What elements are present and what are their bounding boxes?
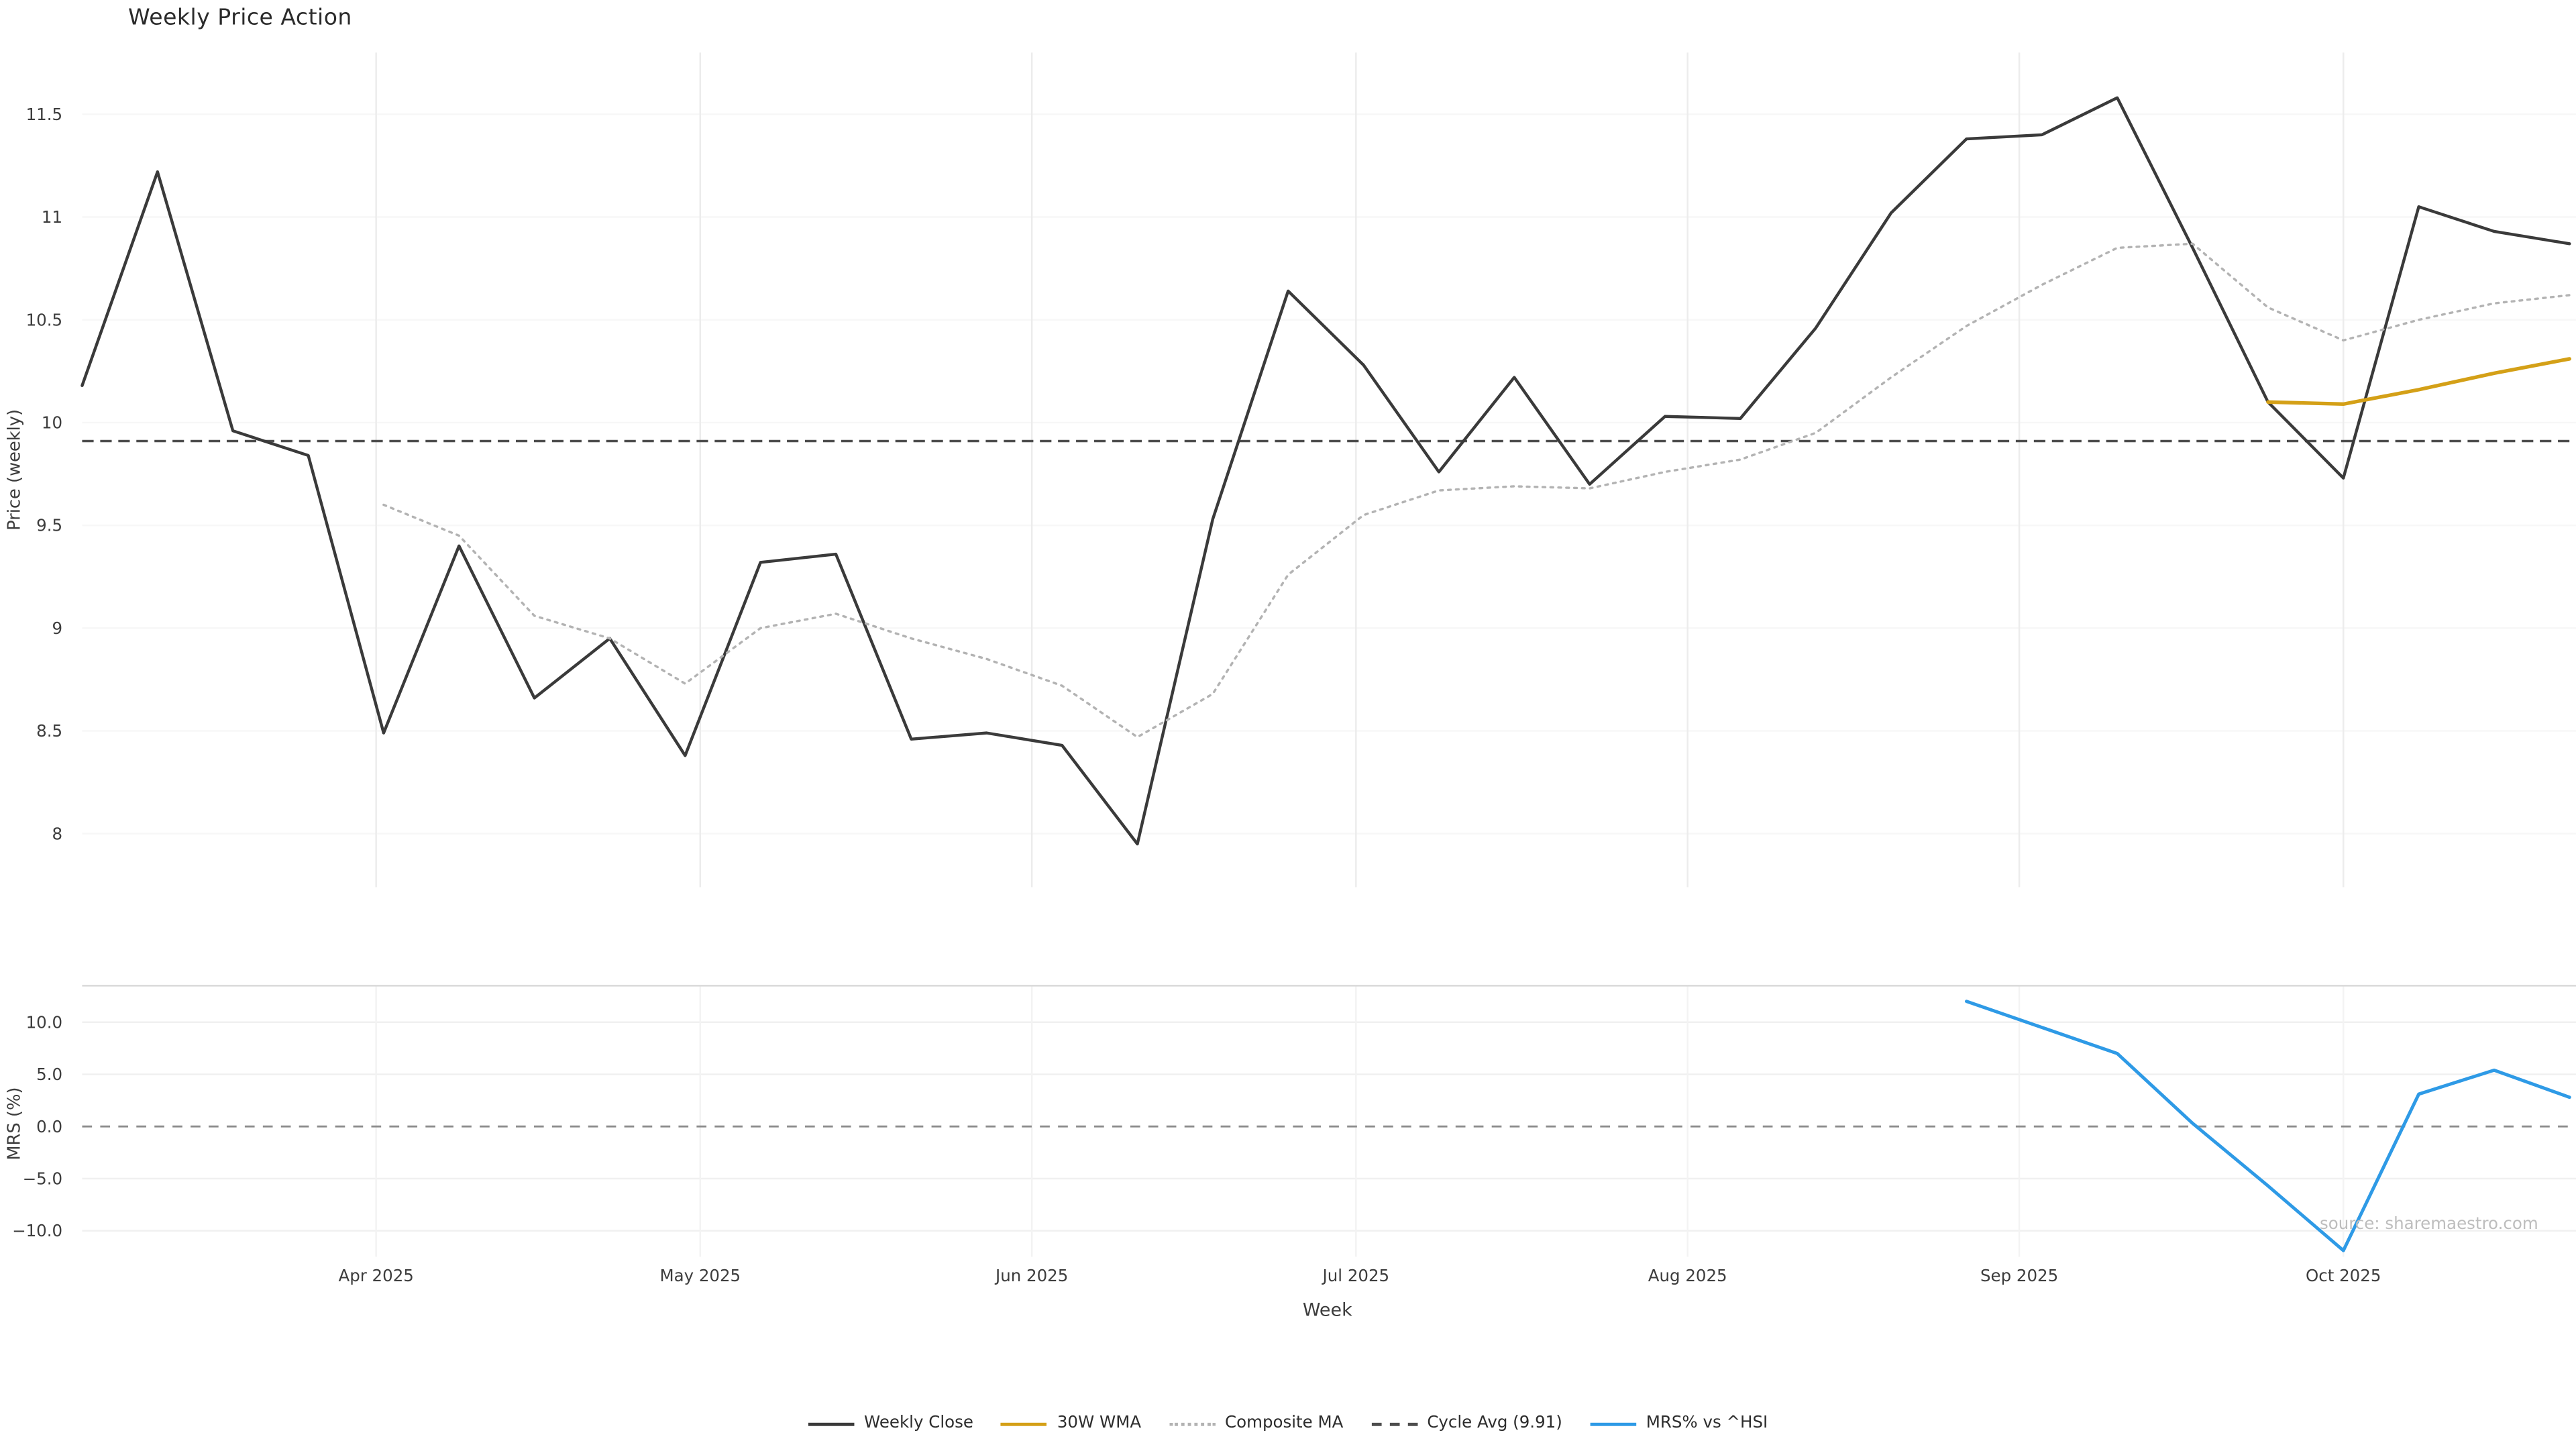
series-lines (80, 96, 2576, 1252)
mrs-ytick-label: −5.0 (23, 1169, 62, 1188)
source-note: source: sharemaestro.com (2319, 1216, 2538, 1234)
series-30w-wma (2266, 357, 2571, 407)
mrs-axis-label: MRS (%) (5, 1087, 25, 1161)
price-ytick-label: 11 (42, 207, 62, 227)
legend-swatch-cycle-avg-9-91 (1371, 1421, 1417, 1426)
legend-label: Composite MA (1225, 1414, 1344, 1433)
price-ytick-label: 8.5 (36, 721, 62, 741)
month-xtick-label: Jul 2025 (1322, 1266, 1390, 1285)
mrs-ytick-label: 10.0 (26, 1012, 62, 1032)
mrs-ytick-label: 5.0 (36, 1065, 62, 1084)
legend-label: 30W WMA (1057, 1414, 1142, 1433)
series-weekly-close (80, 96, 2571, 846)
legend-label: Cycle Avg (9.91) (1427, 1414, 1562, 1433)
month-xtick-label: Oct 2025 (2306, 1266, 2381, 1285)
price-axis-label: Price (weekly) (5, 409, 25, 531)
price-ytick-label: 9.5 (36, 516, 62, 535)
legend-swatch-composite-ma (1169, 1421, 1216, 1426)
month-xtick-label: May 2025 (659, 1266, 741, 1285)
month-xtick-label: Jun 2025 (994, 1266, 1068, 1285)
mrs-ytick-label: −10.0 (12, 1221, 62, 1240)
legend-item-cycle-avg-9-91: Cycle Avg (9.91) (1371, 1415, 1562, 1433)
mrs-ytick-label: 0.0 (36, 1117, 62, 1136)
legend-swatch-mrs-vs-hsi (1590, 1421, 1637, 1426)
legend-label: Weekly Close (864, 1414, 973, 1433)
axis-tick-labels: 8 8.5 9 9.5 10 10.5 11 11.5 10.0 5.0 0.0 −5.0 −10.0 A… (12, 105, 2381, 1285)
legend-label: MRS% vs ^HSI (1646, 1414, 1768, 1433)
price-ytick-label: 8 (52, 824, 62, 843)
price-ytick-label: 10 (42, 413, 62, 433)
series-composite-ma (382, 242, 2571, 739)
price-ytick-label: 9 (52, 619, 62, 638)
legend-item-composite-ma: Composite MA (1169, 1414, 1344, 1433)
price-ytick-label: 10.5 (26, 310, 62, 329)
legend-item-30w-wma: 30W WMA (1001, 1414, 1142, 1433)
legend-item-mrs-vs-hsi: MRS% vs ^HSI (1590, 1415, 1768, 1433)
legend: Weekly Close 30W WMA Composite MA Cycle Avg… (0, 1415, 2576, 1433)
chart-title: Weekly Price Action (128, 5, 352, 32)
week-axis-label: Week (1302, 1299, 1352, 1321)
month-xtick-label: Sep 2025 (1980, 1266, 2058, 1285)
price-ytick-label: 11.5 (26, 105, 62, 124)
month-xtick-label: Aug 2025 (1648, 1266, 1727, 1285)
series-mrs-vs-hsi (1964, 1000, 2571, 1252)
legend-swatch-30w-wma (1001, 1421, 1048, 1426)
legend-swatch-weekly-close (808, 1421, 855, 1426)
legend-item-weekly-close: Weekly Close (808, 1415, 973, 1433)
chart-canvas: 8 8.5 9 9.5 10 10.5 11 11.5 10.0 5.0 0.0 −5.0 −10.0 A… (12, 52, 2576, 1285)
gridlines (82, 52, 2576, 1257)
month-xtick-label: Apr 2025 (338, 1266, 413, 1285)
